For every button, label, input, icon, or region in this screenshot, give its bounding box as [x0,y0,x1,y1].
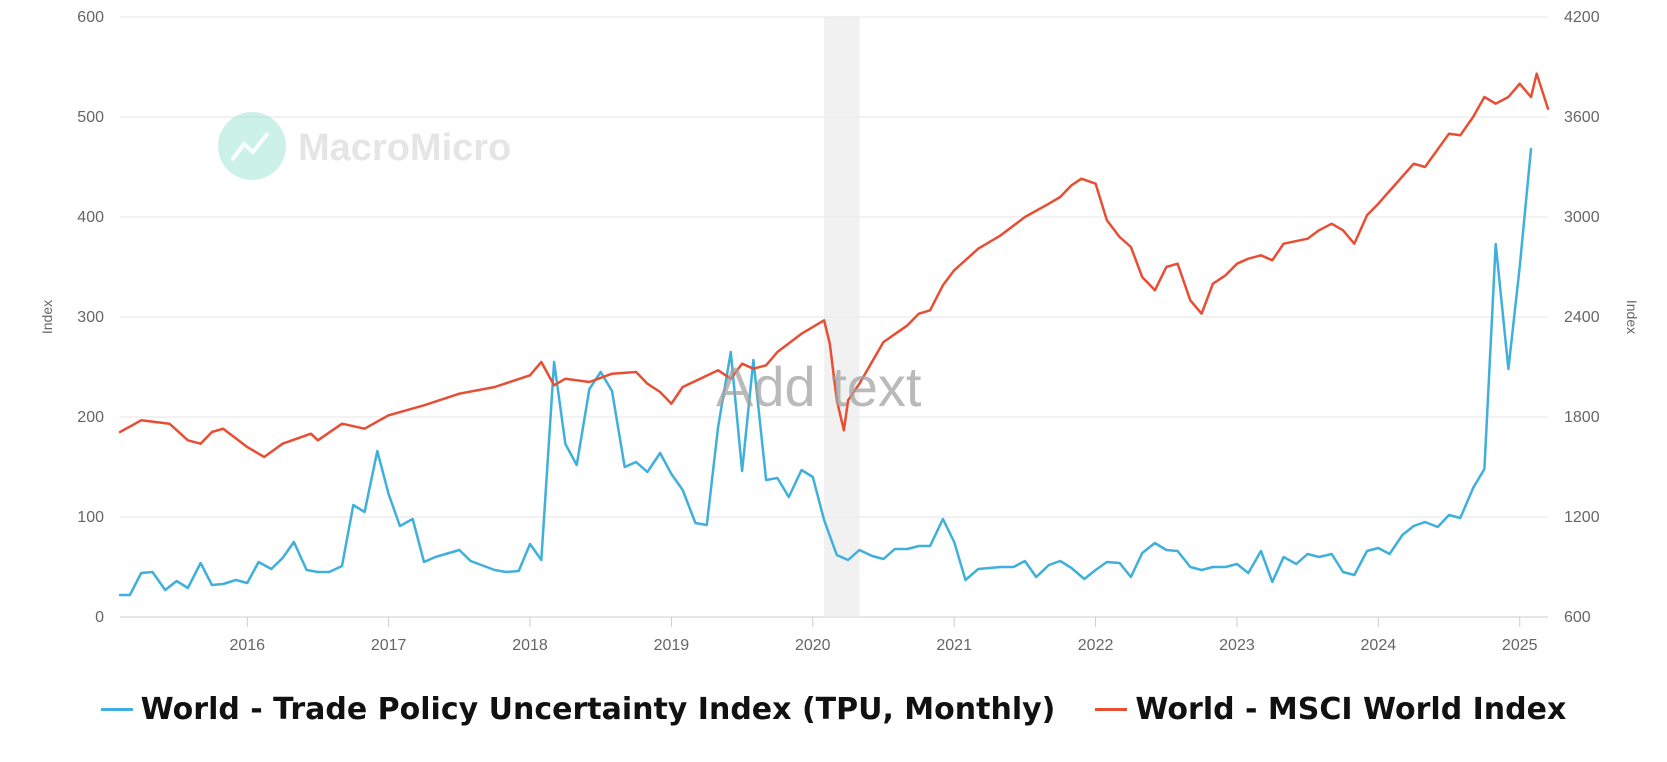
series-line-tpu[interactable] [118,147,1533,597]
y-right-tick-label: 1200 [1564,509,1600,526]
x-tick-label: 2018 [512,637,548,654]
y-left-tick-label: 0 [95,609,104,626]
x-tick-label: 2024 [1361,637,1397,654]
legend-label-tpu: World - Trade Policy Uncertainty Index (… [140,692,1056,727]
series [118,72,1550,597]
x-tick-label: 2016 [229,637,265,654]
y-left-tick-label: 300 [77,309,104,326]
y-right-tick-label: 1800 [1564,409,1600,426]
y-left-tick-label: 400 [77,209,104,226]
watermark-logo-chart-icon [230,131,270,162]
y-left-tick-label: 200 [77,409,104,426]
legend-label-msci: World - MSCI World Index [1135,692,1567,727]
watermark-text: MacroMicro [298,127,511,169]
x-tick-label: 2022 [1078,637,1114,654]
y-left-tick-label: 100 [77,509,104,526]
recession-shading [824,17,860,617]
x-tick-label: 2020 [795,637,831,654]
x-tick-label: 2025 [1502,637,1538,654]
annotation-text[interactable]: Add text [716,355,922,418]
legend: World - Trade Policy Uncertainty Index (… [0,692,1667,727]
series-line-msci[interactable] [118,72,1550,459]
x-tick-label: 2021 [936,637,972,654]
y-right-tick-label: 4200 [1564,9,1600,26]
y-right-tick-label: 600 [1564,609,1591,626]
watermark: MacroMicro [218,112,511,180]
axes: 0 100 200 300 400 500 600 600 1200 1800 2400 3000 36… [77,9,1599,654]
y-axis-right-title: Index [1624,300,1640,334]
y-left-tick-label: 500 [77,109,104,126]
x-tick-label: 2019 [654,637,690,654]
legend-item-tpu[interactable]: World - Trade Policy Uncertainty Index (… [100,692,1056,727]
x-tick-label: 2017 [371,637,407,654]
x-tick-label: 2023 [1219,637,1255,654]
y-right-tick-label: 2400 [1564,309,1600,326]
watermark-logo-icon [218,112,286,180]
legend-swatch-tpu [100,708,133,711]
legend-item-msci[interactable]: World - MSCI World Index [1095,692,1566,727]
y-left-tick-label: 600 [77,9,104,26]
y-right-tick-label: 3000 [1564,209,1600,226]
legend-swatch-msci [1095,708,1128,711]
y-axis-left-title: Index [39,300,55,334]
y-right-tick-label: 3600 [1564,109,1600,126]
